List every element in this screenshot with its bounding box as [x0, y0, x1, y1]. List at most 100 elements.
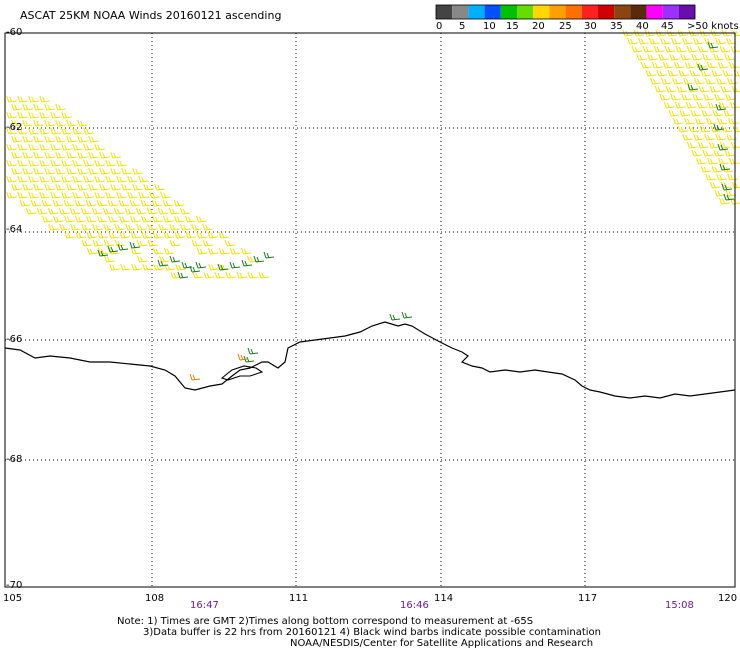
wind-barb — [193, 272, 203, 278]
wind-barb — [142, 232, 152, 238]
wind-barb — [147, 208, 157, 214]
legend-swatch — [679, 5, 695, 19]
wind-barb — [686, 102, 696, 108]
wind-barb — [215, 272, 225, 278]
wind-barb — [218, 264, 228, 270]
wind-barb — [67, 120, 77, 126]
wind-barb — [648, 54, 658, 60]
wind-barb — [678, 126, 688, 132]
wind-barb — [54, 216, 64, 222]
wind-barb — [34, 152, 44, 158]
coast-inlet — [222, 366, 262, 380]
wind-barb — [45, 168, 55, 174]
wind-barb — [20, 200, 30, 206]
wind-barb — [95, 192, 105, 198]
wind-barb — [109, 232, 119, 238]
wind-barb — [708, 158, 718, 164]
wind-barb — [238, 354, 248, 360]
lon-label-105: 105 — [3, 593, 22, 604]
wind-barb — [690, 70, 700, 76]
wind-barb — [65, 216, 75, 222]
contaminated-barbs — [98, 42, 734, 362]
wind-barb — [7, 96, 17, 102]
wind-barb — [728, 78, 738, 84]
lat-label-64: -64 — [6, 224, 22, 235]
wind-barb — [161, 192, 171, 198]
wind-barb — [23, 152, 33, 158]
wind-barb — [703, 54, 713, 60]
wind-barb — [111, 184, 121, 190]
wind-barb — [29, 144, 39, 150]
wind-barb — [64, 200, 74, 206]
wind-barb — [70, 208, 80, 214]
wind-barb — [700, 126, 710, 132]
wind-barb — [23, 168, 33, 174]
wind-barb — [153, 248, 163, 254]
wind-barb — [697, 102, 707, 108]
wind-barb — [679, 70, 689, 76]
wind-barb — [108, 200, 118, 206]
wind-barb — [126, 224, 136, 230]
wind-barb — [159, 224, 169, 230]
wind-barb — [108, 246, 118, 252]
legend-swatch — [663, 5, 679, 19]
wind-barb — [59, 208, 69, 214]
wind-barb — [40, 160, 50, 166]
wind-barb — [192, 240, 202, 246]
wind-barb — [29, 176, 39, 182]
wind-barb — [153, 216, 163, 222]
wind-barb — [242, 260, 252, 266]
wind-barb — [56, 104, 66, 110]
wind-barb — [115, 240, 125, 246]
wind-barb — [92, 208, 102, 214]
wind-barb — [655, 86, 665, 92]
wind-barb — [150, 192, 160, 198]
lat-label-70: -70 — [6, 580, 22, 591]
wind-barb — [695, 78, 705, 84]
wind-barb — [725, 54, 735, 60]
lat-lon-grid — [5, 33, 735, 587]
wind-barb — [170, 224, 180, 230]
wind-barb — [720, 164, 730, 170]
wind-barb — [131, 216, 141, 222]
legend-swatch — [436, 5, 452, 19]
wind-barb — [111, 168, 121, 174]
wind-barb — [106, 176, 116, 182]
wind-barb — [12, 168, 22, 174]
wind-barb — [641, 62, 651, 68]
wind-barb — [186, 216, 196, 222]
wind-barb — [677, 86, 687, 92]
wind-barb — [137, 224, 147, 230]
wind-barb — [45, 104, 55, 110]
legend-label-0: 0 — [436, 21, 442, 32]
wind-barb — [175, 232, 185, 238]
wind-barb — [40, 112, 50, 118]
wind-barb — [664, 102, 674, 108]
wind-barb — [682, 94, 692, 100]
wind-barb — [37, 208, 47, 214]
wind-barb — [681, 54, 691, 60]
wind-barb — [661, 38, 671, 44]
wind-barb — [718, 118, 728, 124]
wind-barb — [139, 176, 149, 182]
legend-swatch — [501, 5, 517, 19]
wind-barb — [51, 112, 61, 118]
wind-barb — [18, 144, 28, 150]
wind-barb — [23, 184, 33, 190]
legend-swatch — [533, 5, 549, 19]
wind-barb — [203, 240, 213, 246]
wind-barb — [45, 152, 55, 158]
legend-swatch — [598, 5, 614, 19]
wind-barb — [170, 256, 180, 262]
legend-swatch — [614, 5, 630, 19]
wind-barb — [117, 176, 127, 182]
wind-barb — [26, 208, 36, 214]
wind-barb — [122, 168, 132, 174]
time-label-1: 16:47 — [190, 600, 219, 611]
lon-label-114: 114 — [434, 593, 453, 604]
wind-barb — [104, 224, 114, 230]
wind-barb — [646, 70, 656, 76]
lon-label-120: 120 — [718, 593, 737, 604]
wind-barb — [204, 272, 214, 278]
wind-barb — [106, 160, 116, 166]
